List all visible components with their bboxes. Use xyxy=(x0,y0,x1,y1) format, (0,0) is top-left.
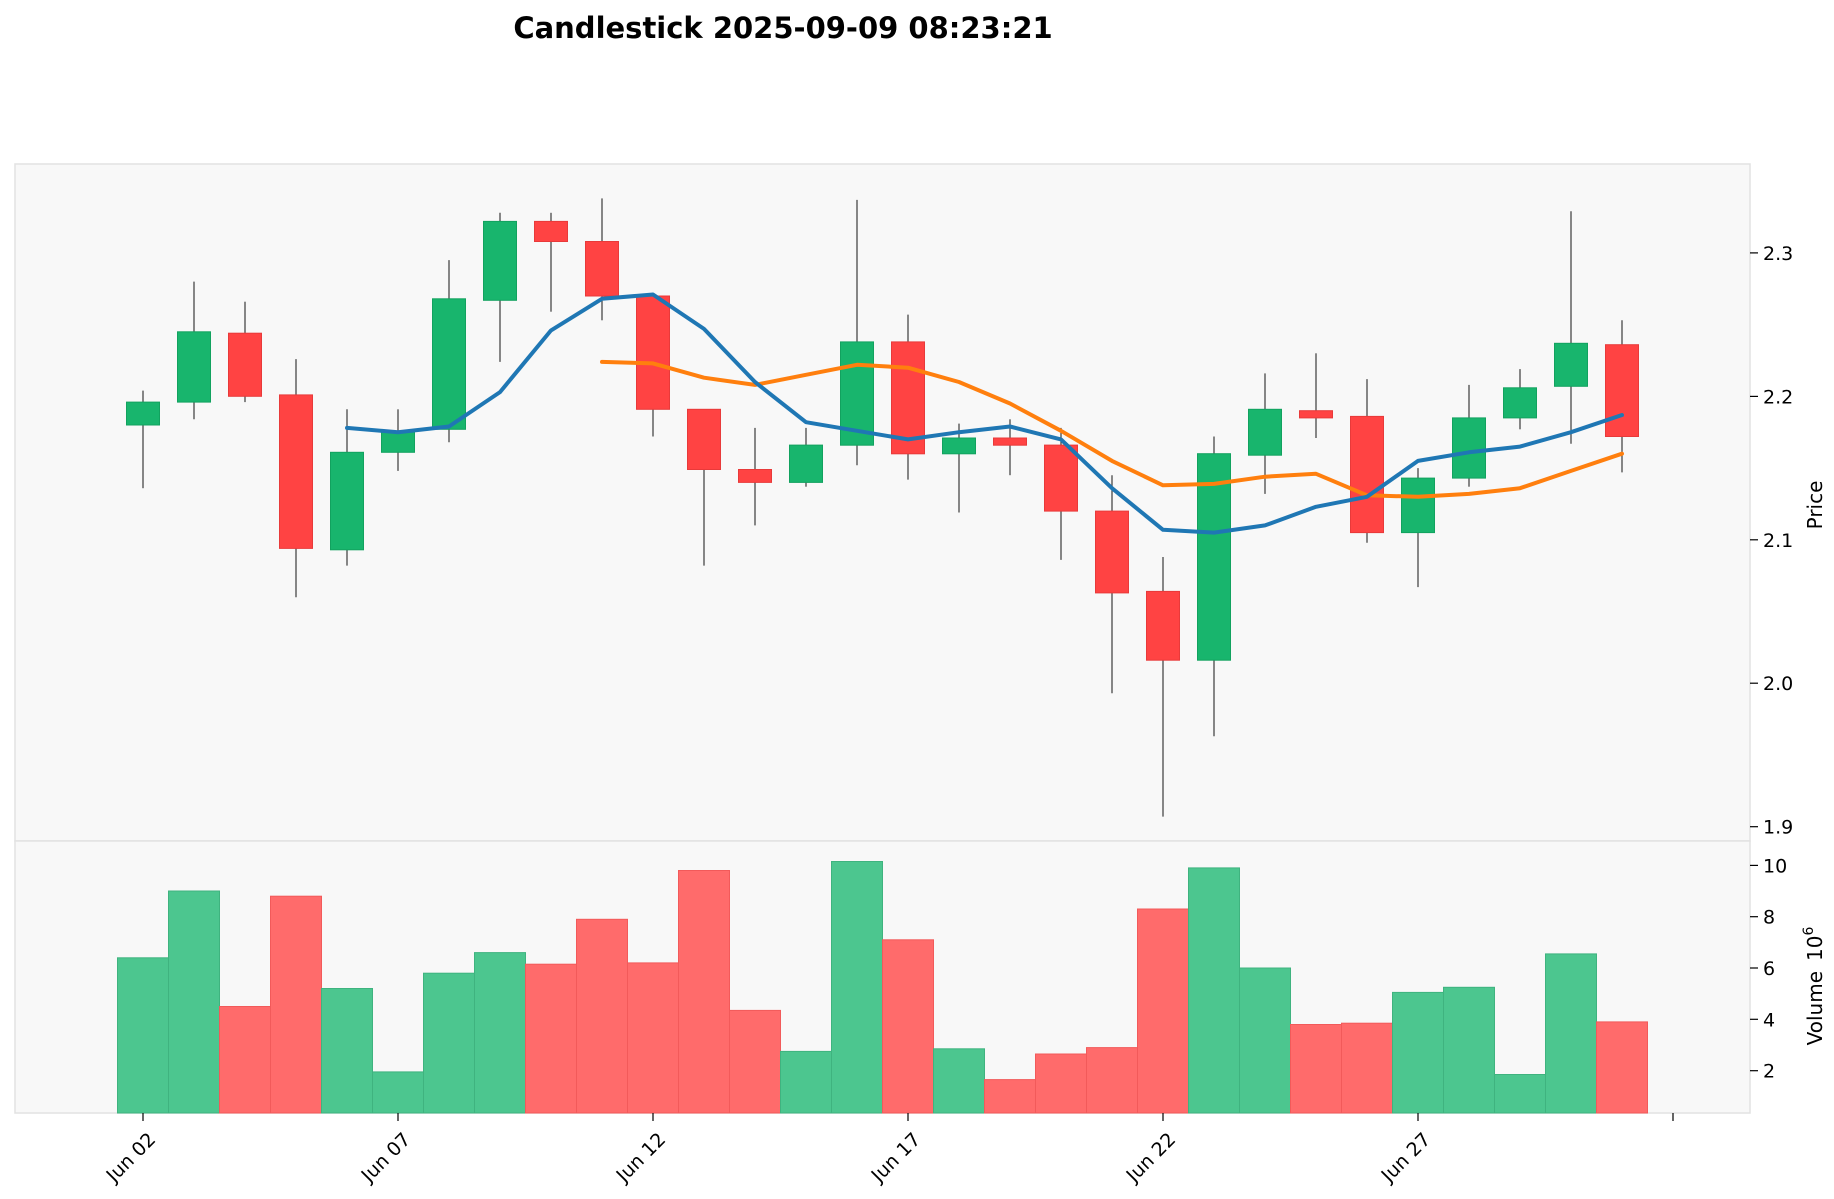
volume-axis-name: Volume xyxy=(1803,971,1827,1045)
volume-tick-label: 4 xyxy=(1763,1009,1775,1031)
candle-body xyxy=(1554,342,1588,387)
volume-bar xyxy=(168,890,220,1114)
volume-bar xyxy=(627,962,679,1114)
volume-bar xyxy=(270,895,322,1114)
volume-bar xyxy=(1545,953,1597,1114)
candle-body xyxy=(1095,510,1129,594)
volume-tick-label: 10 xyxy=(1763,855,1787,877)
volume-axis-exponent: 6 xyxy=(1801,927,1817,936)
candle-body xyxy=(381,431,415,453)
volume-bar xyxy=(474,952,526,1114)
x-axis: Jun 02 Jun 07 Jun 12 Jun 17 Jun 22 Jun 27 xyxy=(102,1113,1674,1188)
volume-axis: 2 4 6 8 10 xyxy=(1750,855,1787,1083)
volume-tick-label: 8 xyxy=(1763,907,1775,929)
candle-body xyxy=(432,298,466,430)
volume-bar xyxy=(1596,1021,1648,1114)
price-axis-label: Price xyxy=(1803,481,1827,530)
candle-body xyxy=(993,437,1027,446)
price-panel xyxy=(14,163,1751,842)
volume-bar xyxy=(219,1006,271,1114)
candle-body xyxy=(1605,344,1639,438)
volume-bar xyxy=(372,1071,424,1114)
candle-body xyxy=(534,220,568,242)
volume-bar xyxy=(882,939,934,1114)
volume-bar xyxy=(576,918,628,1114)
volume-bar xyxy=(984,1079,1036,1114)
volume-bar xyxy=(1188,867,1240,1114)
volume-axis-exponent-base: 10 xyxy=(1803,936,1827,961)
volume-bar xyxy=(525,963,577,1114)
candle-body xyxy=(1146,590,1180,661)
volume-bar xyxy=(780,1050,832,1114)
candle-body xyxy=(1503,387,1537,419)
price-tick-label: 2.0 xyxy=(1763,673,1793,695)
price-tick-label: 2.1 xyxy=(1763,530,1793,552)
ma-short-line xyxy=(345,292,1624,535)
candle-body xyxy=(1197,453,1231,661)
volume-bar xyxy=(1086,1047,1138,1114)
volume-bar xyxy=(1290,1024,1342,1114)
candle-body xyxy=(1248,408,1282,456)
volume-bar xyxy=(1494,1074,1546,1114)
candle-body xyxy=(1452,417,1486,479)
ma-long-line xyxy=(600,359,1624,499)
x-tick-label: Jun 12 xyxy=(612,1129,671,1188)
volume-bar xyxy=(678,870,730,1114)
candle-body xyxy=(126,401,160,426)
candle-body xyxy=(1401,477,1435,534)
volume-bar xyxy=(1392,991,1444,1114)
candle-body xyxy=(891,341,925,455)
x-tick-label: Jun 17 xyxy=(867,1129,926,1188)
volume-axis-label: Volume 106 xyxy=(1801,927,1827,1046)
x-tick-label: Jun 02 xyxy=(102,1129,161,1188)
moving-average-lines xyxy=(345,292,1624,535)
volume-bar xyxy=(1341,1022,1393,1114)
volume-bar xyxy=(1443,986,1495,1114)
candle-body xyxy=(1299,410,1333,419)
candle-body xyxy=(789,444,823,483)
volume-bar xyxy=(933,1048,985,1114)
candle-body xyxy=(1044,444,1078,512)
x-tick-label: Jun 22 xyxy=(1122,1129,1181,1188)
volume-tick-label: 2 xyxy=(1763,1061,1775,1083)
price-axis: 1.9 2.0 2.1 2.2 2.3 xyxy=(1750,243,1793,839)
candle-body xyxy=(483,220,517,301)
volume-bars xyxy=(117,861,1648,1114)
candle-body xyxy=(738,469,772,483)
x-tick-label: Jun 27 xyxy=(1377,1129,1436,1188)
x-tick-label: Jun 07 xyxy=(357,1129,416,1188)
volume-bar xyxy=(423,972,475,1114)
candle-body xyxy=(177,331,211,403)
volume-bar xyxy=(321,988,373,1114)
volume-bar xyxy=(729,1009,781,1114)
volume-bar xyxy=(117,957,169,1114)
candle-body xyxy=(636,295,670,410)
chart-title: Candlestick 2025-09-09 08:23:21 xyxy=(513,11,1052,45)
candle-body xyxy=(687,408,721,470)
volume-bar xyxy=(831,861,883,1114)
price-tick-label: 2.3 xyxy=(1763,243,1793,265)
candle-body xyxy=(942,437,976,455)
volume-bar xyxy=(1239,967,1291,1114)
volume-bar xyxy=(1035,1053,1087,1114)
volume-bar xyxy=(1137,908,1189,1114)
candle-body xyxy=(279,394,313,549)
candle-body xyxy=(228,332,262,397)
price-tick-label: 1.9 xyxy=(1763,817,1793,839)
candle-body xyxy=(1350,415,1384,534)
volume-tick-label: 6 xyxy=(1763,958,1775,980)
candle-body xyxy=(585,241,619,297)
candle-body xyxy=(330,451,364,551)
price-tick-label: 2.2 xyxy=(1763,386,1793,408)
candles xyxy=(126,198,1639,817)
